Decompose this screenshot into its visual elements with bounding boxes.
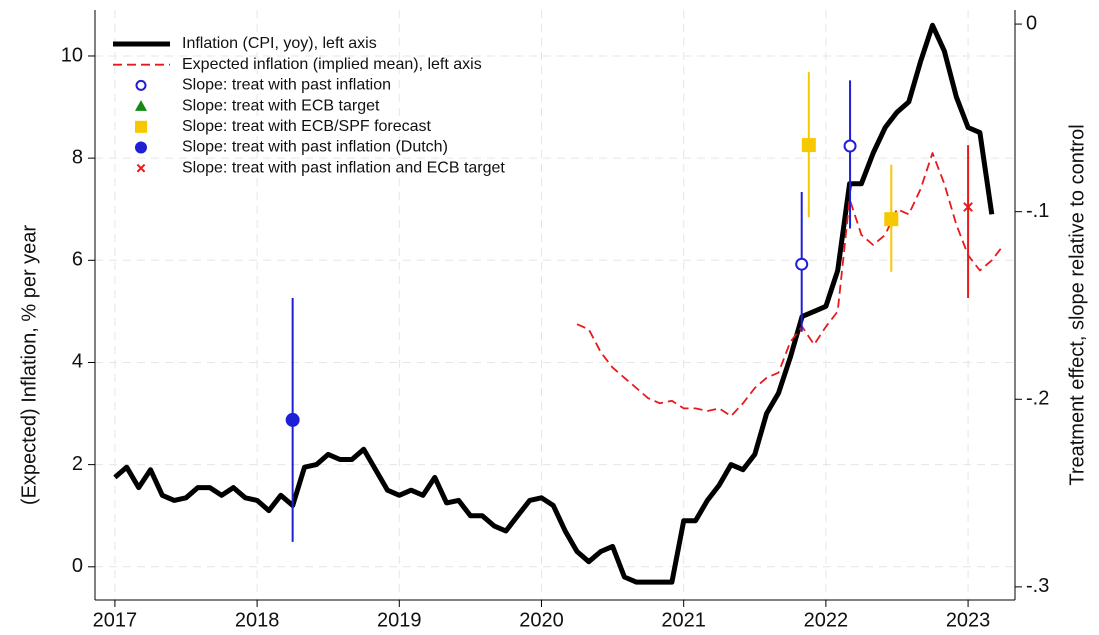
y2-axis-title: Treatment effect, slope relative to cont… bbox=[1066, 124, 1088, 485]
legend-label: Slope: treat with past inflation bbox=[182, 77, 391, 94]
y2-tick-label: -.1 bbox=[1026, 200, 1049, 222]
legend-item: Slope: treat with past inflation (Dutch) bbox=[135, 139, 448, 156]
legend-swatch bbox=[136, 163, 146, 173]
marker bbox=[795, 257, 809, 271]
x-tick-label: 2019 bbox=[377, 609, 422, 631]
y-tick-label: 8 bbox=[72, 146, 83, 168]
y-tick-label: 0 bbox=[72, 555, 83, 577]
legend-swatch bbox=[135, 120, 147, 133]
legend-item: Slope: treat with past inflation and ECB… bbox=[136, 159, 505, 176]
legend-item: Inflation (CPI, yoy), left axis bbox=[113, 35, 377, 52]
marker bbox=[843, 139, 857, 153]
y2-tick-label: -.2 bbox=[1026, 388, 1049, 410]
legend-label: Slope: treat with ECB/SPF forecast bbox=[182, 118, 432, 135]
y-tick-label: 10 bbox=[61, 44, 83, 66]
legend-label: Expected inflation (implied mean), left … bbox=[182, 56, 482, 73]
legend-item: Slope: treat with ECB/SPF forecast bbox=[135, 118, 432, 135]
legend-label: Inflation (CPI, yoy), left axis bbox=[182, 35, 377, 52]
legend-item: Slope: treat with ECB target bbox=[135, 97, 380, 114]
marker bbox=[285, 412, 300, 427]
marker bbox=[963, 202, 973, 212]
legend-item: Expected inflation (implied mean), left … bbox=[113, 56, 482, 73]
y-tick-label: 2 bbox=[72, 453, 83, 475]
y2-tick-label: 0 bbox=[1026, 12, 1037, 34]
expected-line bbox=[576, 152, 1005, 417]
x-tick-label: 2018 bbox=[235, 609, 280, 631]
x-tick-label: 2020 bbox=[519, 609, 564, 631]
x-tick-label: 2023 bbox=[946, 609, 991, 631]
marker bbox=[801, 138, 816, 153]
legend: Inflation (CPI, yoy), left axis Expected … bbox=[113, 35, 505, 176]
y-tick-label: 4 bbox=[72, 351, 83, 373]
marker bbox=[884, 212, 899, 227]
legend-label: Slope: treat with past inflation and ECB… bbox=[182, 159, 505, 176]
x-tick-label: 2017 bbox=[93, 609, 138, 631]
x-tick-label: 2021 bbox=[661, 609, 706, 631]
y2-tick-label: -.3 bbox=[1026, 575, 1049, 597]
legend-swatch bbox=[135, 79, 147, 91]
y-axis-title: (Expected) Inflation, % per year bbox=[18, 225, 40, 505]
legend-label: Slope: treat with ECB target bbox=[182, 97, 380, 114]
cpi-line bbox=[113, 22, 995, 585]
legend-label: Slope: treat with past inflation (Dutch) bbox=[182, 139, 448, 156]
legend-swatch bbox=[135, 100, 147, 111]
legend-item: Slope: treat with past inflation bbox=[135, 77, 391, 94]
y-tick-label: 6 bbox=[72, 249, 83, 271]
legend-swatch bbox=[135, 141, 147, 154]
x-tick-label: 2022 bbox=[804, 609, 849, 631]
